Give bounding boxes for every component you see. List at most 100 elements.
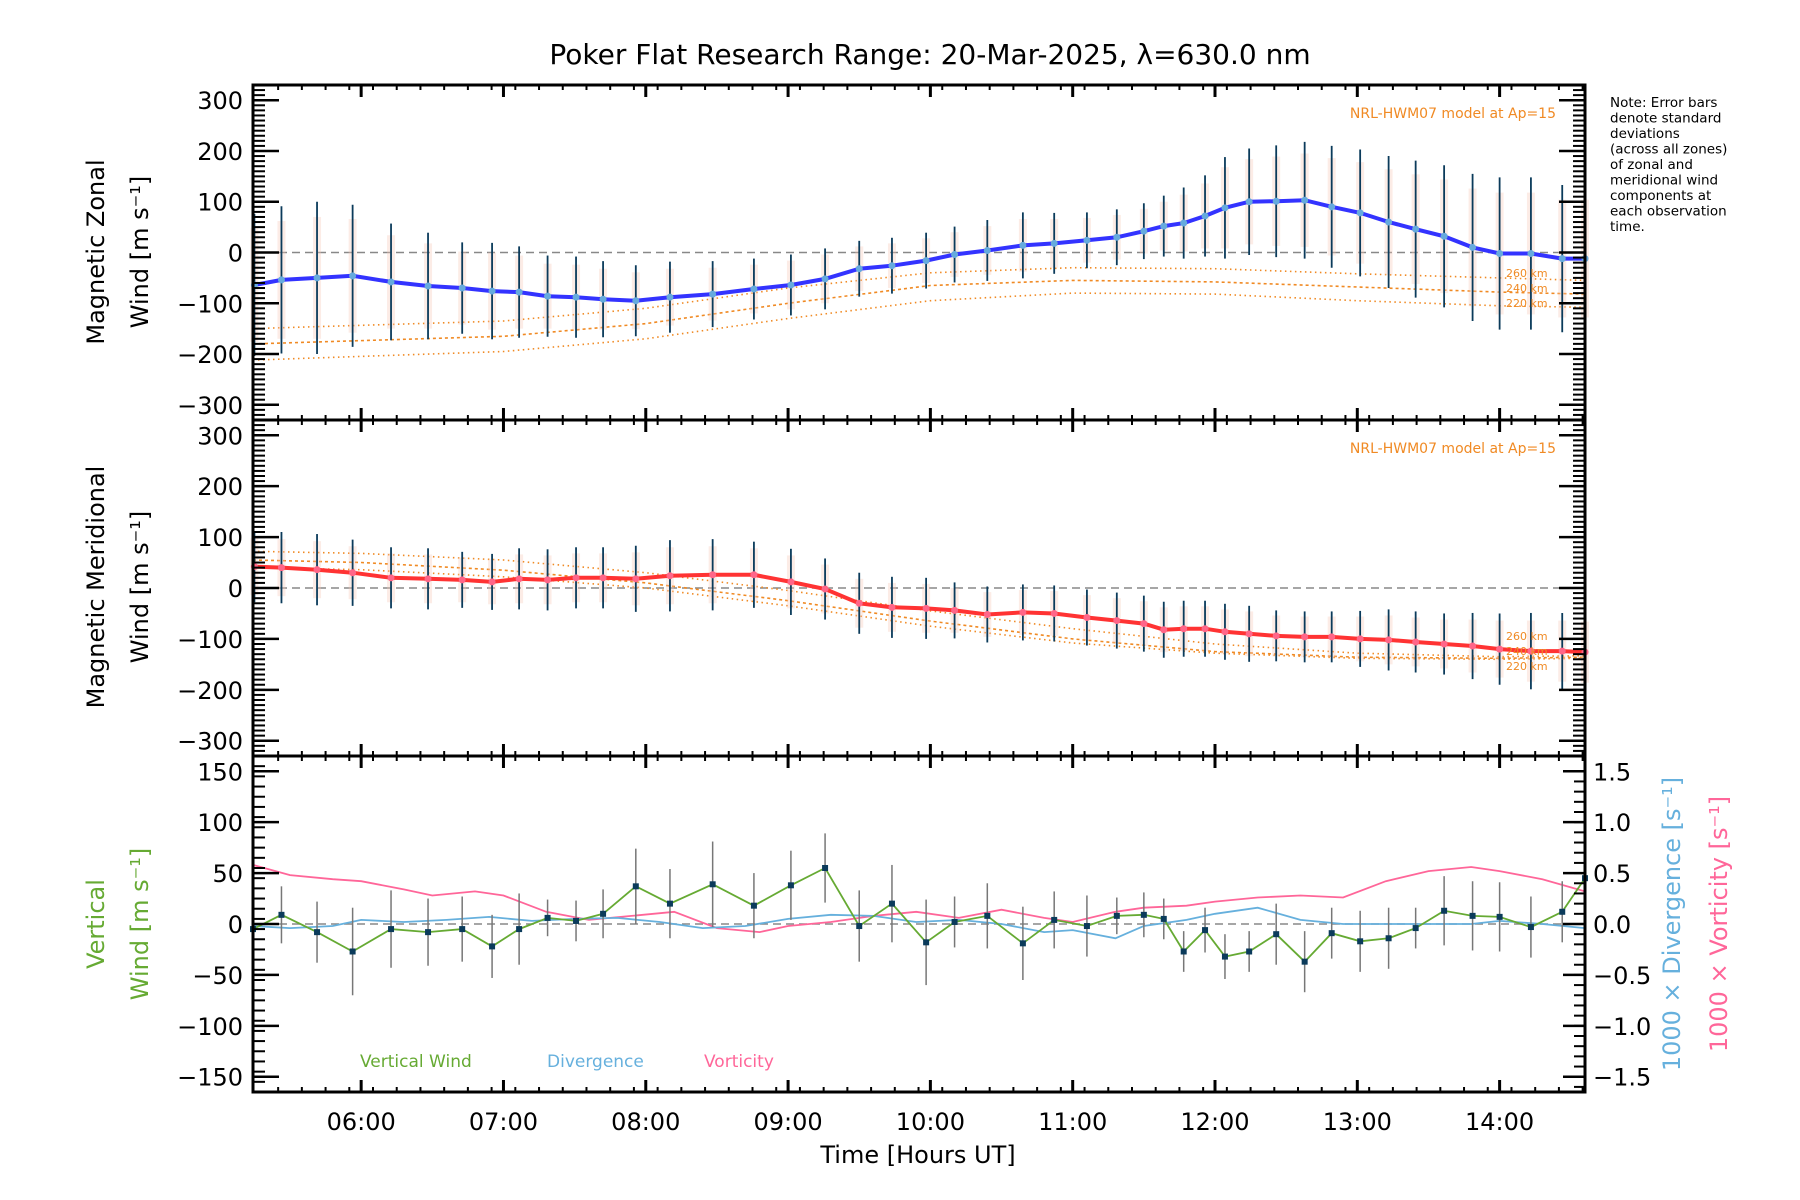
x-axis-label: Time [Hours UT]: [819, 1141, 1015, 1169]
data-point: [515, 575, 523, 583]
y-tick-label: 200: [197, 138, 243, 166]
model-line-240-km: [252, 279, 1586, 345]
x-tick-label: 12:00: [1180, 1108, 1249, 1136]
y-tick-label: 0: [228, 240, 243, 268]
x-tick-label: 09:00: [753, 1108, 822, 1136]
data-point: [1019, 241, 1027, 249]
model-line-260-km: [252, 550, 1586, 658]
data-point: [1496, 645, 1504, 653]
data-point: [632, 575, 640, 583]
divergence-ylabel: 1000 × Divergence [s⁻¹]: [1658, 777, 1686, 1071]
data-point: [1083, 614, 1091, 622]
y-tick-label: −100: [177, 290, 243, 318]
vertical-wind-point: [1202, 927, 1209, 934]
data-point: [666, 293, 674, 301]
legend-vertical-wind: Vertical Wind: [360, 1052, 472, 1072]
data-point: [277, 564, 285, 572]
vertical-wind-point: [1496, 913, 1503, 920]
y-tick-label: −100: [177, 626, 243, 654]
vertical-wind-point: [1273, 931, 1280, 938]
vertical-wind-point: [278, 911, 285, 918]
data-point: [1180, 625, 1188, 633]
meridional-alt-220: 220 km: [1506, 660, 1548, 673]
x-tick-label: 06:00: [327, 1108, 396, 1136]
data-point: [983, 246, 991, 254]
data-point: [1385, 636, 1393, 644]
vertical-wind-point: [984, 912, 991, 919]
y-tick-label: 100: [197, 524, 243, 552]
vertical-wind-point: [516, 926, 523, 933]
data-point: [983, 610, 991, 618]
vertical-wind-point: [600, 910, 607, 917]
vorticity-ylabel: 1000 × Vorticity [s⁻¹]: [1705, 796, 1733, 1052]
y-tick-label: 100: [197, 809, 243, 837]
y2-tick-label: −1.5: [1593, 1064, 1651, 1092]
vertical-wind-point: [573, 917, 580, 924]
y-tick-label: −300: [177, 728, 243, 756]
data-point: [424, 575, 432, 583]
data-point: [1558, 255, 1566, 263]
data-point: [488, 578, 496, 586]
vertical-wind-point: [1180, 948, 1187, 955]
data-point: [855, 265, 863, 273]
vertical-wind-point: [1246, 948, 1253, 955]
data-point: [387, 278, 395, 286]
data-point: [1245, 198, 1253, 206]
data-point: [1221, 204, 1229, 212]
vertical-wind-point: [1527, 924, 1534, 931]
data-point: [1356, 209, 1364, 217]
y-tick-label: −50: [192, 962, 243, 990]
data-point: [458, 284, 466, 292]
vertical-wind-point: [1559, 908, 1566, 915]
vertical-wind-point: [856, 923, 863, 930]
vertical-wind-point: [314, 929, 321, 936]
data-point: [1221, 628, 1229, 636]
vertical-wind-point: [1051, 916, 1058, 923]
data-point: [349, 272, 357, 280]
vertical-wind-point: [349, 948, 356, 955]
y-tick-label: −300: [177, 392, 243, 420]
data-point: [572, 574, 580, 582]
vertical-wind-point: [666, 900, 673, 907]
data-point: [888, 603, 896, 611]
data-point: [1160, 222, 1168, 230]
data-point: [313, 566, 321, 574]
vertical-wind-point: [750, 902, 757, 909]
y-tick-label: 300: [197, 87, 243, 115]
x-tick-label: 11:00: [1038, 1108, 1107, 1136]
y-tick-label: 0: [228, 911, 243, 939]
data-point: [632, 297, 640, 305]
data-point: [1140, 620, 1148, 628]
data-point: [313, 274, 321, 282]
data-point: [951, 606, 959, 614]
vertical-wind-point: [951, 918, 958, 925]
zonal-ylabel-2: Wind [m s⁻¹]: [126, 176, 154, 328]
data-point: [1272, 197, 1280, 205]
vertical-wind-point: [923, 939, 930, 946]
data-point: [1019, 608, 1027, 616]
data-point: [1412, 638, 1420, 646]
data-point: [544, 292, 552, 300]
vertical-wind-point: [388, 926, 395, 933]
data-point: [515, 288, 523, 296]
note-line: denote standard: [1610, 111, 1721, 127]
vertical-wind-point: [632, 883, 639, 890]
vertical-wind-point: [1083, 923, 1090, 930]
vertical-wind-point: [709, 881, 716, 888]
data-point: [666, 572, 674, 580]
data-point: [599, 295, 607, 303]
x-tick-label: 10:00: [896, 1108, 965, 1136]
model-line-220-km: [252, 292, 1586, 361]
data-point: [1050, 609, 1058, 617]
data-point: [1083, 236, 1091, 244]
data-point: [1301, 196, 1309, 204]
data-point: [1328, 633, 1336, 641]
data-point: [922, 257, 930, 265]
model-line-260-km: [252, 266, 1586, 330]
vertical-wind-point: [1385, 935, 1392, 942]
data-point: [922, 604, 930, 612]
data-point: [1201, 212, 1209, 220]
data-point: [888, 262, 896, 270]
